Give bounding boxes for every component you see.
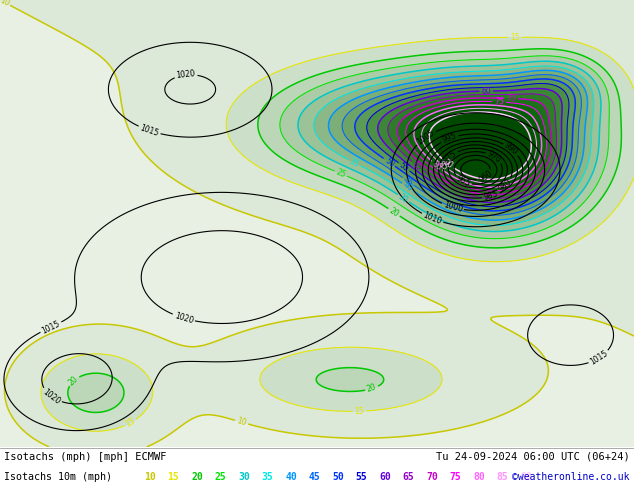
Text: 15: 15 xyxy=(354,407,364,416)
Text: 15: 15 xyxy=(510,33,520,42)
Text: 60: 60 xyxy=(481,86,491,96)
Text: 45: 45 xyxy=(402,175,415,188)
Text: 10: 10 xyxy=(236,416,247,428)
Text: Isotachs 10m (mph): Isotachs 10m (mph) xyxy=(4,472,112,482)
Text: 70: 70 xyxy=(426,472,438,482)
Text: 40: 40 xyxy=(285,472,297,482)
Text: 1020: 1020 xyxy=(176,70,196,80)
Text: 40: 40 xyxy=(401,181,414,194)
Text: 980: 980 xyxy=(496,176,514,193)
Text: 1015: 1015 xyxy=(588,349,609,367)
Text: 1020: 1020 xyxy=(41,387,62,406)
Text: 970: 970 xyxy=(486,149,503,165)
Text: 25: 25 xyxy=(215,472,226,482)
Text: 1020: 1020 xyxy=(173,311,194,325)
Text: 50: 50 xyxy=(332,472,344,482)
Text: 65: 65 xyxy=(403,472,415,482)
Text: 20: 20 xyxy=(387,206,401,219)
Text: 1015: 1015 xyxy=(40,319,61,335)
Text: 985: 985 xyxy=(483,190,499,202)
Text: 25: 25 xyxy=(335,168,347,180)
Text: 35: 35 xyxy=(348,156,361,169)
Text: 1000: 1000 xyxy=(443,200,463,214)
Text: 20: 20 xyxy=(67,374,81,388)
Text: 965: 965 xyxy=(455,174,472,189)
Text: 80: 80 xyxy=(473,472,485,482)
Text: 80: 80 xyxy=(430,159,444,172)
Text: 960: 960 xyxy=(477,169,495,185)
Text: 15: 15 xyxy=(124,416,137,429)
Text: 90: 90 xyxy=(441,157,455,171)
Text: 65: 65 xyxy=(411,159,424,172)
Text: Isotachs (mph) [mph] ECMWF: Isotachs (mph) [mph] ECMWF xyxy=(4,452,167,462)
Text: 70: 70 xyxy=(506,94,516,103)
Text: 30: 30 xyxy=(397,192,410,205)
Text: 75: 75 xyxy=(494,97,504,107)
Text: 60: 60 xyxy=(379,472,391,482)
Text: 35: 35 xyxy=(262,472,273,482)
Text: 10: 10 xyxy=(0,0,11,8)
Text: 1010: 1010 xyxy=(422,211,443,226)
Text: 20: 20 xyxy=(191,472,203,482)
Text: 55: 55 xyxy=(398,160,411,173)
Text: 75: 75 xyxy=(450,472,462,482)
Text: 975: 975 xyxy=(442,148,458,165)
Text: 995: 995 xyxy=(441,132,458,145)
Text: 50: 50 xyxy=(383,156,396,169)
Text: 20: 20 xyxy=(366,383,378,394)
Text: 10: 10 xyxy=(144,472,156,482)
Text: 45: 45 xyxy=(309,472,320,482)
Text: 90: 90 xyxy=(520,472,532,482)
Text: 85: 85 xyxy=(496,472,508,482)
Text: 55: 55 xyxy=(356,472,367,482)
Text: 85: 85 xyxy=(437,159,450,172)
Text: Tu 24-09-2024 06:00 UTC (06+24): Tu 24-09-2024 06:00 UTC (06+24) xyxy=(436,452,630,462)
Text: ©weatheronline.co.uk: ©weatheronline.co.uk xyxy=(512,472,630,482)
Text: 30: 30 xyxy=(238,472,250,482)
Text: 1015: 1015 xyxy=(139,123,160,138)
Text: 15: 15 xyxy=(167,472,179,482)
Text: 1005: 1005 xyxy=(415,128,436,147)
Text: 990: 990 xyxy=(503,141,520,157)
